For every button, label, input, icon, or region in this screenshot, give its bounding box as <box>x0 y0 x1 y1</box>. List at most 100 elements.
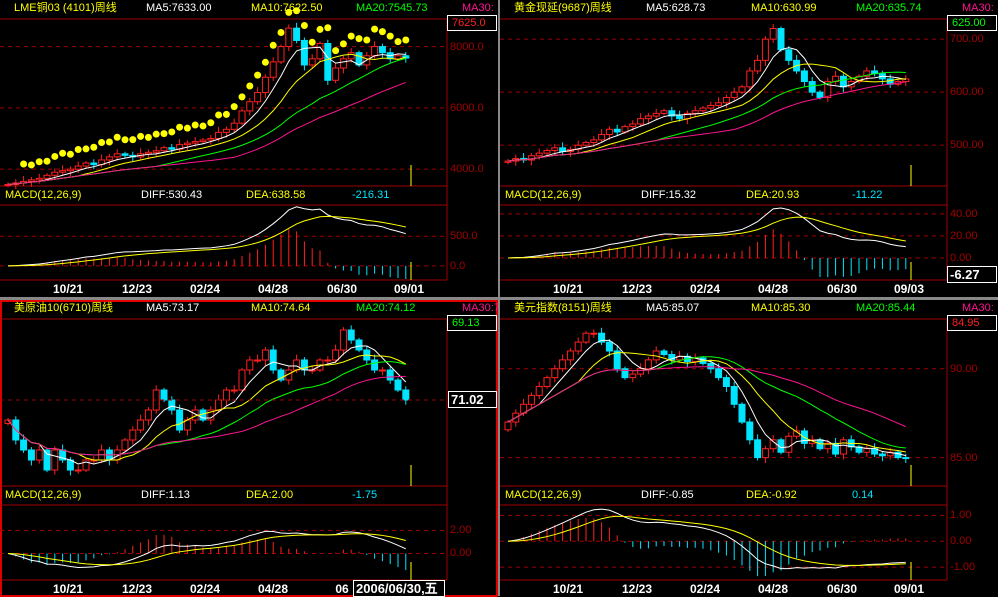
candle-down <box>605 341 613 352</box>
candle-down <box>394 379 402 391</box>
candle-down <box>347 329 355 341</box>
sar-dot <box>363 36 371 44</box>
date-axis-label: 10/21 <box>552 282 584 296</box>
candle-up <box>35 177 43 181</box>
candle-up <box>129 429 137 441</box>
date-axis-label: 09/01 <box>893 582 925 596</box>
ma10-line <box>7 354 407 461</box>
ma20-value: MA20:7545.73 <box>356 2 428 14</box>
candle-down <box>839 75 847 88</box>
chart-panel-2[interactable]: 黄金现延(9687)周线 MA5:628.73 MA10:630.99 MA20… <box>500 0 998 297</box>
candle-down <box>738 403 746 423</box>
sar-dot <box>339 40 347 48</box>
chart-panel-4[interactable]: 美元指数(8151)周线 MA5:85.07 MA10:85.30 MA20:8… <box>500 300 998 597</box>
candle-up <box>582 142 590 146</box>
candle-up <box>144 151 152 155</box>
candle-down <box>777 439 785 453</box>
chart-canvas[interactable] <box>500 0 998 297</box>
macd-dea: DEA:2.00 <box>246 489 294 501</box>
candle-up <box>590 332 598 335</box>
dea-line <box>7 215 406 267</box>
current-price-box: 69.13 <box>447 315 497 331</box>
chart-panel-1[interactable]: LME铜03 (4101)周线 MA5:7633.00 MA10:7622.50… <box>0 0 498 297</box>
price-axis-label: 6000.0 <box>450 101 484 114</box>
candle-up <box>332 67 340 81</box>
candle-down <box>668 110 676 117</box>
candle-up <box>51 171 59 176</box>
candle-down <box>27 449 35 461</box>
candle-up <box>207 409 215 421</box>
instrument-title: LME铜03 (4101)周线 <box>14 2 117 14</box>
candle-up <box>707 104 715 109</box>
macd-value: 0.14 <box>852 489 874 501</box>
candle-up <box>839 439 847 455</box>
sar-dot <box>269 41 277 49</box>
sar-dot <box>51 152 59 160</box>
chart-canvas[interactable] <box>0 300 498 597</box>
date-axis-label: 10/21 <box>52 582 84 596</box>
sar-dot <box>261 58 269 66</box>
candle-up <box>629 123 637 128</box>
chart-canvas[interactable] <box>0 0 498 297</box>
candle-down <box>613 128 621 133</box>
candle-down <box>878 453 886 457</box>
instrument-title: 美原油10(6710)周线 <box>14 302 114 314</box>
ma20-line <box>7 360 406 456</box>
chart-panel-3[interactable]: 美原油10(6710)周线 MA5:73.17 MA10:74.64 MA20:… <box>0 300 498 597</box>
macd-value: -216.31 <box>352 189 390 201</box>
candle-up <box>769 28 777 40</box>
macd-label: MACD(12,26,9) <box>5 489 82 501</box>
candle-up <box>551 368 559 379</box>
crosshair-price: 71.02 <box>448 391 497 408</box>
date-axis-label: 06 <box>335 582 349 596</box>
candle-up <box>254 359 262 362</box>
date-axis-label: 02/24 <box>189 582 221 596</box>
date-axis-label: 06/30 <box>826 582 858 596</box>
sar-dot <box>402 36 410 44</box>
candle-down <box>754 439 762 459</box>
candle-up <box>105 156 113 161</box>
chart-canvas[interactable] <box>500 300 998 597</box>
candle-down <box>269 349 277 371</box>
current-price-box: 625.00 <box>947 15 997 31</box>
sar-dot <box>386 32 394 40</box>
sar-dot <box>332 47 340 55</box>
current-price-box: 7625.0 <box>447 15 497 31</box>
candle-up <box>246 101 254 112</box>
candle-up <box>152 150 160 153</box>
macd-diff: DIFF:15.32 <box>641 189 697 201</box>
candle-down <box>660 350 668 356</box>
sar-dot <box>121 136 129 144</box>
diff-line <box>507 207 906 259</box>
candle-up <box>863 448 871 453</box>
candle-up <box>715 102 723 106</box>
dea-line <box>507 216 906 259</box>
macd-axis-label: 0.00 <box>450 547 472 560</box>
ma30-line <box>507 366 906 428</box>
candle-down <box>324 43 332 81</box>
candle-up <box>269 61 277 78</box>
ma5-value: MA5:85.07 <box>646 302 700 314</box>
price-axis-label: 85.00 <box>950 451 978 464</box>
horizontal-divider[interactable] <box>0 297 998 300</box>
macd-diff: DIFF:1.13 <box>141 489 190 501</box>
candle-up <box>121 439 129 451</box>
ma5-line <box>7 46 406 185</box>
candle-up <box>59 170 67 173</box>
macd-dea: DEA:20.93 <box>746 189 800 201</box>
candle-up <box>160 147 168 152</box>
ma30-line <box>507 81 906 162</box>
ma20-value: MA20:74.12 <box>356 302 416 314</box>
candle-up <box>738 86 746 93</box>
ma30-value: MA30:7 <box>462 302 498 314</box>
sar-dot <box>222 110 230 118</box>
macd-axis-label: 20.00 <box>950 229 978 242</box>
sar-dot <box>215 111 223 119</box>
sar-dot <box>308 38 316 46</box>
sar-dot <box>324 24 332 32</box>
sar-dot <box>191 121 199 129</box>
sar-dot <box>35 158 43 166</box>
ma30-value: MA30: <box>962 302 994 314</box>
candle-up <box>191 141 199 144</box>
sar-dot <box>300 22 308 30</box>
